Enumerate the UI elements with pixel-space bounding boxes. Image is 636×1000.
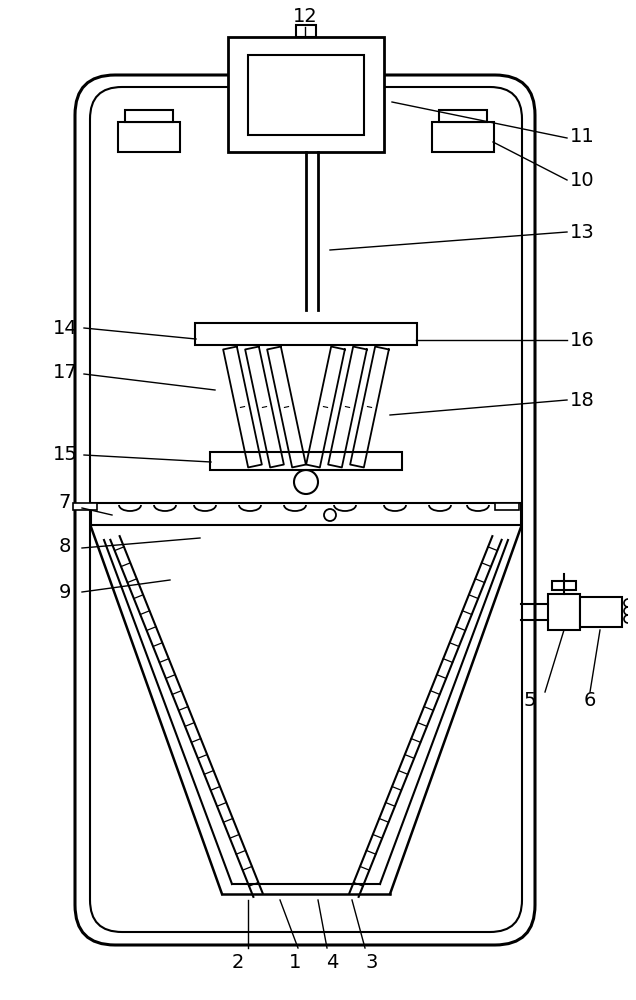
Text: 12: 12 [293, 7, 317, 26]
FancyBboxPatch shape [75, 75, 535, 945]
Text: 13: 13 [570, 223, 595, 241]
Text: 18: 18 [570, 390, 595, 410]
Text: 15: 15 [53, 446, 78, 464]
Bar [552, 581, 576, 590]
FancyBboxPatch shape [90, 87, 522, 932]
Bar [296, 25, 316, 37]
Text: 7: 7 [59, 493, 71, 512]
Bar [73, 503, 97, 510]
Text: 11: 11 [570, 127, 595, 146]
Text: 9: 9 [59, 582, 71, 601]
Text: 4: 4 [326, 952, 338, 972]
Text: 1: 1 [289, 952, 301, 972]
Bar [125, 110, 173, 122]
Bar [210, 452, 402, 470]
Text: 6: 6 [584, 690, 596, 710]
Bar [91, 503, 521, 525]
Text: 2: 2 [232, 952, 244, 972]
Text: 14: 14 [53, 318, 78, 338]
Text: 10: 10 [570, 170, 594, 190]
Text: 8: 8 [59, 538, 71, 556]
Text: 3: 3 [366, 952, 378, 972]
Bar [495, 503, 519, 510]
Bar [439, 110, 487, 122]
Bar [580, 597, 622, 627]
Bar [228, 37, 384, 152]
Text: 5: 5 [524, 690, 536, 710]
Bar [432, 122, 494, 152]
Bar [118, 122, 180, 152]
Text: 17: 17 [53, 362, 78, 381]
Bar [548, 594, 580, 630]
Bar [195, 323, 417, 345]
Text: 16: 16 [570, 330, 595, 350]
Bar [248, 55, 364, 135]
